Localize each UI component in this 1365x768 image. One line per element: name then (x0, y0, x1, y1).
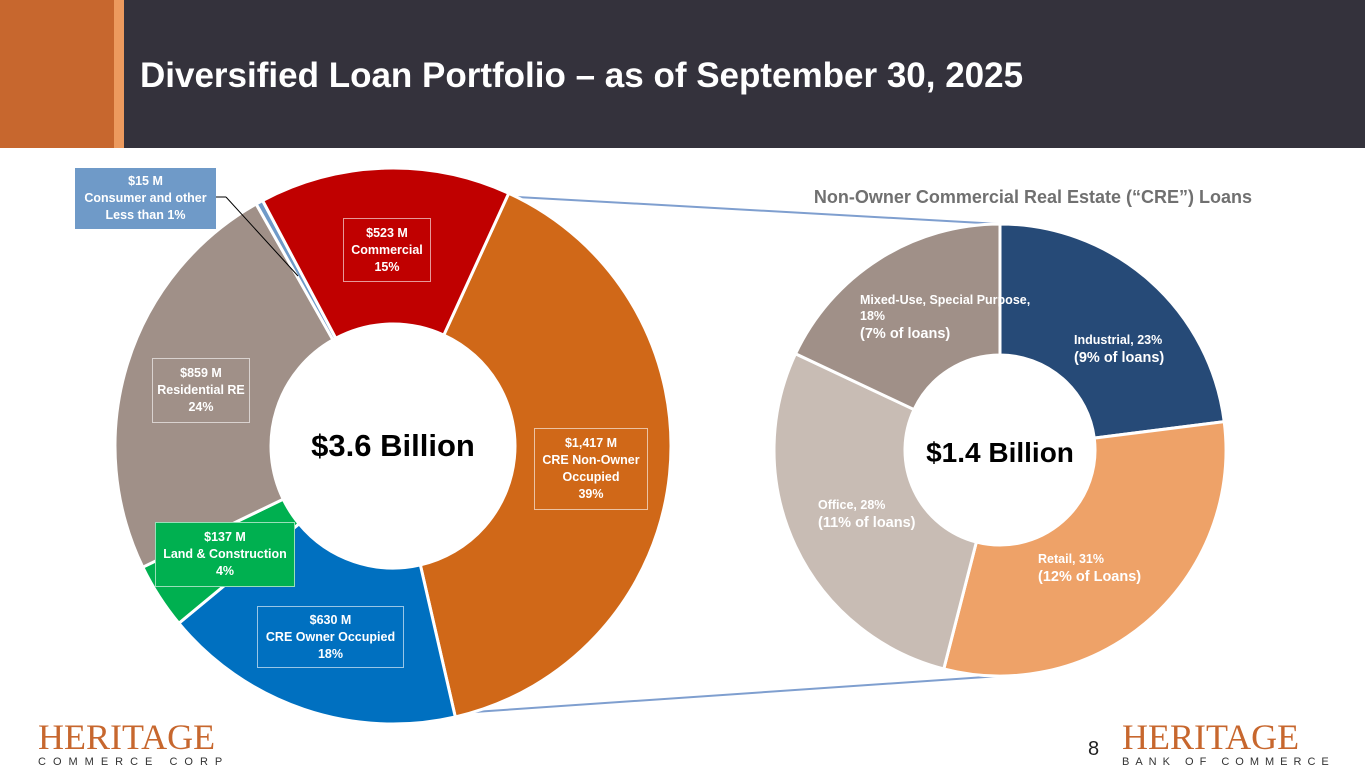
amount: $630 M (309, 612, 352, 627)
category: CRE Owner Occupied (265, 629, 396, 644)
heritage-bank-logo: HERITAGE BANK OF COMMERCE (1122, 717, 1335, 768)
percent: 39% (578, 487, 604, 501)
category: Office, 28% (818, 498, 886, 512)
right-center-label: $1.4 Billion (926, 437, 1074, 468)
share: (7% of loans) (860, 326, 951, 342)
page-title: Diversified Loan Portfolio – as of Septe… (140, 56, 1024, 95)
percent: 24% (188, 400, 214, 414)
connector-bottom (473, 675, 1001, 713)
slice-label-commercial: $523 M Commercial 15% (343, 218, 431, 282)
slice-retail (941, 419, 1228, 678)
percent: 18% (860, 309, 886, 323)
zoom-connector-lines (473, 195, 1001, 713)
slice-label-retail: Retail, 31% (12% of Loans) (1038, 551, 1141, 587)
slice-residential-re (113, 201, 335, 570)
slice-cre-non-owner-occupied (418, 191, 673, 719)
amount: $523 M (366, 225, 408, 240)
category: Commercial (351, 242, 423, 257)
amount: $137 M (204, 530, 246, 544)
slice-label-cre-owner: $630 M CRE Owner Occupied 18% (257, 606, 404, 668)
share: (11% of loans) (818, 515, 916, 531)
connector-top (499, 195, 1001, 225)
category-line2: Occupied (562, 470, 620, 484)
percent: 15% (374, 259, 400, 274)
consumer-leader-line-2 (225, 196, 299, 277)
slice-office (772, 351, 979, 671)
amount: $859 M (180, 366, 222, 380)
header-accent-strip (114, 0, 124, 148)
slice-label-industrial: Industrial, 23% (9% of loans) (1074, 332, 1164, 368)
category: Retail, 31% (1038, 552, 1105, 566)
slice-label-land: $137 M Land & Construction 4% (155, 522, 295, 587)
percent: 18% (317, 646, 344, 661)
total-loans-donut (113, 166, 673, 726)
percent: Less than 1% (105, 208, 186, 222)
slice-label-cre-non-owner: $1,417 M CRE Non-Owner Occupied 39% (534, 428, 648, 510)
slice-industrial (998, 222, 1226, 440)
cre-chart-title: Non-Owner Commercial Real Estate (“CRE”)… (813, 187, 1252, 207)
left-center-label: $3.6 Billion (311, 428, 475, 463)
share: (9% of loans) (1074, 350, 1165, 366)
category: Residential RE (157, 383, 245, 397)
slice-label-office: Office, 28% (11% of loans) (818, 497, 916, 533)
slice-label-residential: $859 M Residential RE 24% (152, 358, 250, 423)
slice-commercial (260, 166, 511, 341)
page-number: 8 (1088, 738, 1100, 760)
category: CRE Non-Owner (542, 453, 640, 467)
slice-mixed-use-special-purpose (793, 222, 1002, 412)
slice-label-mixed-use: Mixed-Use, Special Purpose, 18% (7% of l… (860, 292, 1030, 344)
header-accent-block (0, 0, 114, 148)
slice-label-consumer: $15 M Consumer and other Less than 1% (75, 168, 216, 229)
header-bar (124, 0, 1365, 148)
amount: $15 M (128, 174, 163, 188)
category: Mixed-Use, Special Purpose, (860, 293, 1031, 307)
cre-non-owner-donut (772, 222, 1228, 678)
heritage-commerce-corp-logo: HERITAGE COMMERCE CORP (38, 717, 230, 768)
category: Consumer and other (84, 191, 207, 205)
share: (12% of Loans) (1038, 569, 1142, 585)
category: Industrial, 23% (1074, 333, 1163, 347)
percent: 4% (215, 564, 235, 578)
category: Land & Construction (163, 547, 287, 561)
amount: $1,417 M (564, 436, 618, 450)
